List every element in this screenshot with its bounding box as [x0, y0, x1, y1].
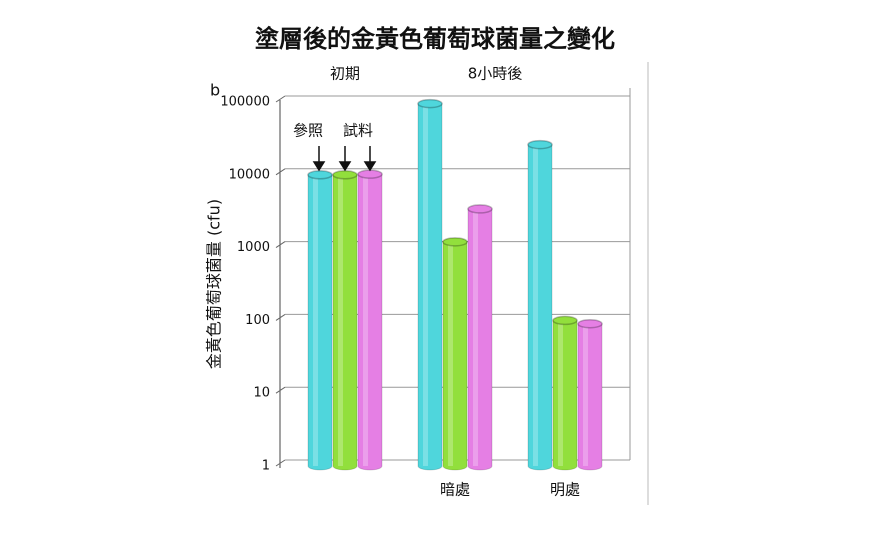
bar-top	[417, 98, 443, 109]
bar-top	[577, 318, 603, 329]
bar-top	[332, 170, 358, 180]
bar-top	[527, 139, 553, 150]
group-label: 8小時後	[468, 65, 523, 83]
bar	[357, 173, 383, 471]
chart-title: 塗層後的金黃色葡萄球菌量之變化	[255, 25, 615, 53]
bar	[527, 144, 553, 471]
bar	[467, 208, 493, 471]
bar-shine	[338, 174, 343, 467]
panel-label: b	[210, 81, 220, 100]
bar-top	[552, 315, 578, 326]
bar	[442, 241, 468, 471]
bar	[552, 319, 578, 471]
bar-shine	[363, 174, 368, 467]
bar	[332, 174, 358, 471]
tick-mark	[275, 386, 286, 394]
tick-mark	[275, 168, 286, 176]
tick-mark	[275, 459, 286, 467]
group-label: 初期	[330, 65, 360, 83]
bar-shine	[558, 320, 563, 466]
bar-top	[307, 170, 333, 180]
annotation: 試料	[343, 122, 373, 140]
bar-shine	[473, 208, 478, 467]
tick-mark	[275, 313, 286, 321]
y-axis-label: 金黃色葡萄球菌量 (cfu)	[205, 199, 224, 369]
bar-shine	[583, 323, 588, 466]
y-tick-label: 100000	[220, 95, 270, 110]
x-tick-label: 暗處	[440, 481, 470, 499]
y-tick-label: 1	[262, 459, 270, 474]
y-tick-label: 10000	[229, 167, 270, 182]
bar	[577, 323, 603, 471]
y-tick-label: 10	[253, 386, 270, 401]
bar-shine	[423, 103, 428, 467]
bar-shine	[448, 241, 453, 466]
bar-top	[467, 204, 493, 214]
y-tick-label: 100	[245, 313, 270, 328]
bar-top	[442, 237, 468, 247]
bar	[417, 103, 443, 471]
y-tick-label: 1000	[237, 240, 270, 255]
arrows	[312, 146, 377, 172]
bar-shine	[533, 144, 538, 466]
annotation: 參照	[293, 122, 323, 140]
tick-mark	[275, 241, 286, 249]
x-tick-label: 明處	[550, 481, 580, 499]
tick-mark	[275, 95, 286, 103]
bar	[307, 174, 333, 471]
bar-shine	[313, 174, 318, 467]
